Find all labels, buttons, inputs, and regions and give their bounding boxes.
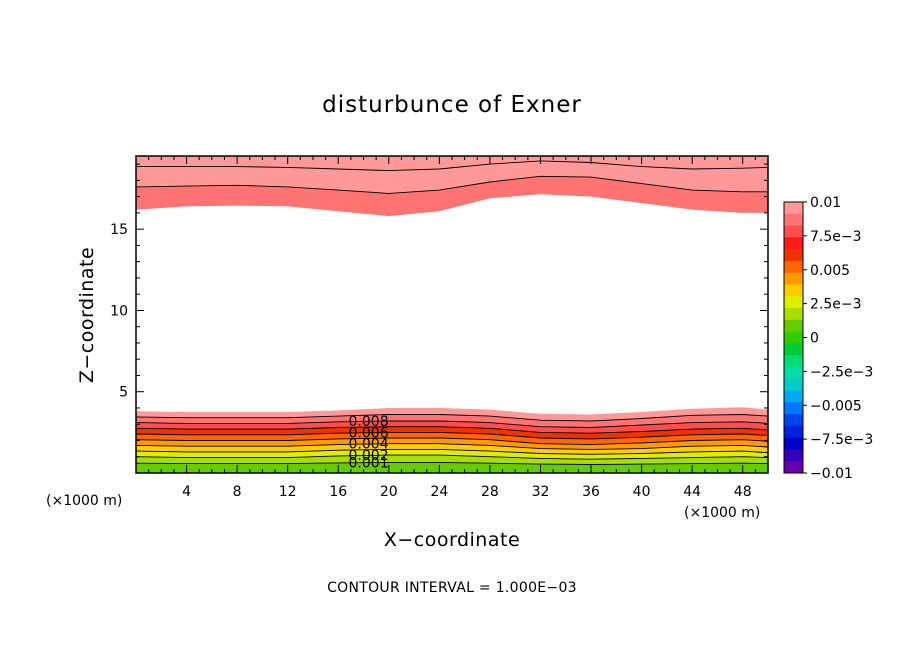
colorbar-swatch: [784, 319, 803, 333]
lower-contour-line: [135, 461, 769, 465]
x-tick-label: 48: [734, 484, 752, 500]
colorbar-tick-label: 0.01: [810, 195, 841, 211]
contour-label: 0.002: [349, 448, 389, 464]
x-tick-label: 36: [582, 484, 600, 500]
x-tick-label: 40: [633, 484, 651, 500]
lower-contour-line: [135, 414, 769, 422]
colorbar-swatch: [784, 343, 803, 356]
colorbar: [783, 201, 804, 474]
colorbar-ticks: 0.01 7.5e−3 0.005 2.5e−3 0 −2.5e−3 −0.005 −7.5e…: [803, 195, 873, 482]
lower-contour-line: [135, 426, 769, 434]
chart-title: disturbunce of Exner: [322, 92, 582, 118]
colorbar-swatch: [784, 449, 803, 462]
contour-label: 0.008: [349, 414, 389, 430]
colorbar-tick-label: 7.5e−3: [810, 229, 862, 245]
x-axis-ticks: 4 8 12 16 20 24 28 32 36 40 44 48: [148, 156, 756, 500]
y-tick-label: 10: [110, 303, 128, 319]
colorbar-tick-label: −7.5e−3: [810, 432, 873, 448]
colorbar-swatch: [784, 249, 803, 262]
y-tick-label: 5: [119, 385, 128, 401]
colorbar-swatch: [784, 225, 803, 238]
colorbar-swatch: [784, 437, 803, 450]
x-tick-label: 12: [279, 484, 297, 500]
lower-contour-line: [135, 437, 769, 446]
lower-fill-band: [136, 462, 768, 473]
contour-interval-note: CONTOUR INTERVAL = 1.000E−03: [327, 580, 577, 596]
upper-fill-band: [136, 156, 768, 171]
x-tick-label: 44: [683, 484, 701, 500]
lower-contour-line: [135, 443, 769, 450]
upper-contour-line: [135, 175, 768, 194]
colorbar-swatch: [784, 355, 803, 368]
lower-contour-line: [135, 448, 769, 455]
contour-label: 0.004: [349, 437, 389, 453]
colorbar-swatch: [784, 378, 803, 391]
colorbar-swatch: [784, 213, 803, 226]
x-tick-label: 32: [532, 484, 550, 500]
colorbar-swatch: [784, 284, 803, 297]
lower-contour-line: [135, 431, 769, 440]
colorbar-swatch: [784, 414, 803, 427]
x-tick-label: 4: [182, 484, 191, 500]
y-axis-ticks: 5 10 15: [110, 163, 768, 458]
x-unit-left: (×1000 m): [46, 493, 122, 509]
colorbar-swatch: [784, 260, 803, 274]
colorbar-tick-label: 2.5e−3: [810, 297, 862, 313]
x-tick-label: 28: [481, 484, 499, 500]
colorbar-tick-label: −0.01: [810, 466, 853, 482]
colorbar-swatch: [784, 390, 803, 403]
x-tick-label: 24: [430, 484, 448, 500]
x-unit-right: (×1000 m): [684, 505, 760, 521]
colorbar-swatch: [784, 402, 803, 415]
lower-contour-line: [135, 420, 769, 428]
colorbar-swatch: [784, 296, 803, 309]
colorbar-tick-label: −0.005: [810, 398, 862, 414]
contour-label: 0.001: [349, 455, 389, 471]
colorbar-swatch: [784, 272, 803, 285]
colorbar-swatch: [784, 308, 803, 321]
colorbar-swatch: [784, 202, 803, 215]
contour-lines: [135, 160, 769, 465]
contour-label: 0.006: [349, 425, 389, 441]
x-tick-label: 8: [233, 484, 242, 500]
colorbar-swatch: [784, 461, 803, 474]
y-tick-label: 15: [110, 222, 128, 238]
colorbar-swatch: [784, 425, 803, 439]
upper-contour-line: [136, 160, 769, 172]
x-tick-label: 20: [380, 484, 398, 500]
colorbar-tick-label: −2.5e−3: [810, 364, 873, 380]
colorbar-swatch: [784, 237, 803, 250]
colorbar-swatch: [784, 331, 803, 344]
x-axis-label: X−coordinate: [384, 529, 520, 551]
y-axis-label: Z−coordinate: [76, 247, 98, 383]
colorbar-swatch: [784, 366, 803, 380]
colorbar-tick-label: 0.005: [810, 263, 850, 279]
contour-fills: [136, 156, 768, 473]
x-tick-label: 16: [329, 484, 347, 500]
colorbar-tick-label: 0: [810, 331, 819, 347]
lower-contour-line: [135, 454, 769, 460]
